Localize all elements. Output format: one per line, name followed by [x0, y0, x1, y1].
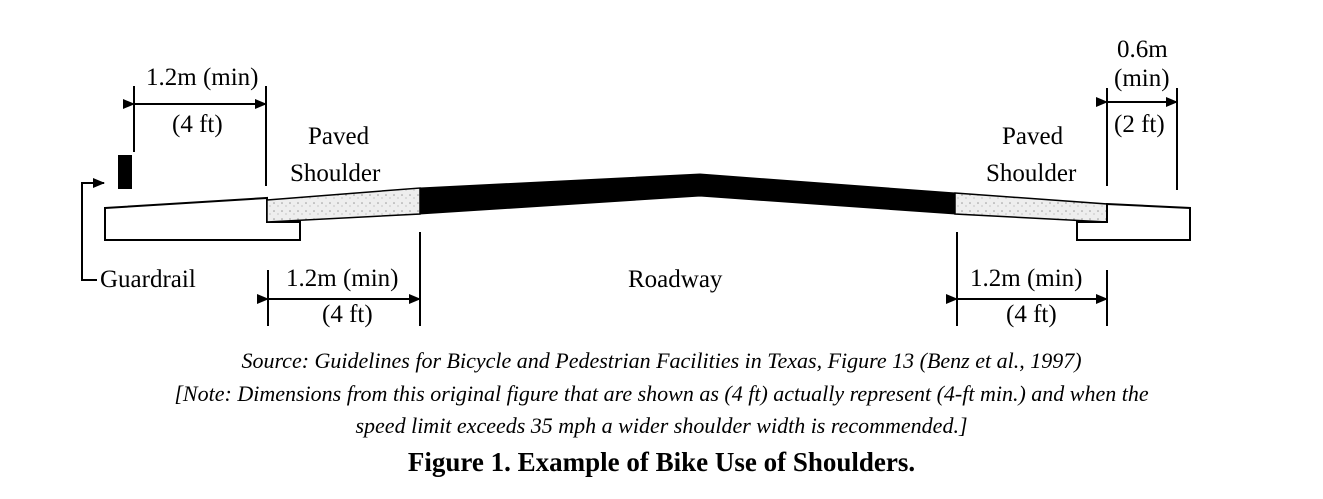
left-dim-value: 1.2m (min) — [146, 64, 259, 91]
right-paved-shoulder — [954, 192, 1108, 223]
guardrail-label: Guardrail — [100, 266, 196, 293]
roadway-label: Roadway — [628, 266, 723, 293]
left-embankment — [104, 196, 301, 241]
left-shoulder-label-line1: Paved — [308, 123, 370, 150]
bottom-left-dim-ft: (4 ft) — [322, 301, 373, 328]
right-dim-value-mid: (min) — [1114, 65, 1170, 92]
bottom-left-dim-value: 1.2m (min) — [286, 265, 399, 292]
right-embankment — [1076, 202, 1191, 241]
left-dim-ft: (4 ft) — [172, 111, 223, 138]
guardrail-leader — [81, 178, 105, 281]
road-cross-section-diagram: 1.2m (min) (4 ft) 0.6m (min) (2 ft) Pave… — [81, 36, 1191, 328]
right-shoulder-label-line2: Shoulder — [986, 160, 1077, 187]
right-dim-ft: (2 ft) — [1114, 111, 1165, 138]
roadway-pavement — [419, 173, 956, 215]
figure-note-line2: speed limit exceeds 35 mph a wider shoul… — [355, 413, 968, 438]
right-shoulder-label-line1: Paved — [1002, 123, 1064, 150]
left-shoulder-label-line2: Shoulder — [290, 160, 381, 187]
bottom-right-dim-value: 1.2m (min) — [970, 265, 1083, 292]
figure-note-line1: [Note: Dimensions from this original fig… — [174, 381, 1149, 406]
figure-title: Figure 1. Example of Bike Use of Shoulde… — [407, 447, 916, 477]
left-paved-shoulder — [266, 187, 421, 223]
right-dim-value-top: 0.6m — [1117, 36, 1168, 63]
figure-source: Source: Guidelines for Bicycle and Pedes… — [241, 348, 1082, 373]
bottom-right-dim-ft: (4 ft) — [1006, 301, 1057, 328]
guardrail-post — [118, 155, 132, 189]
